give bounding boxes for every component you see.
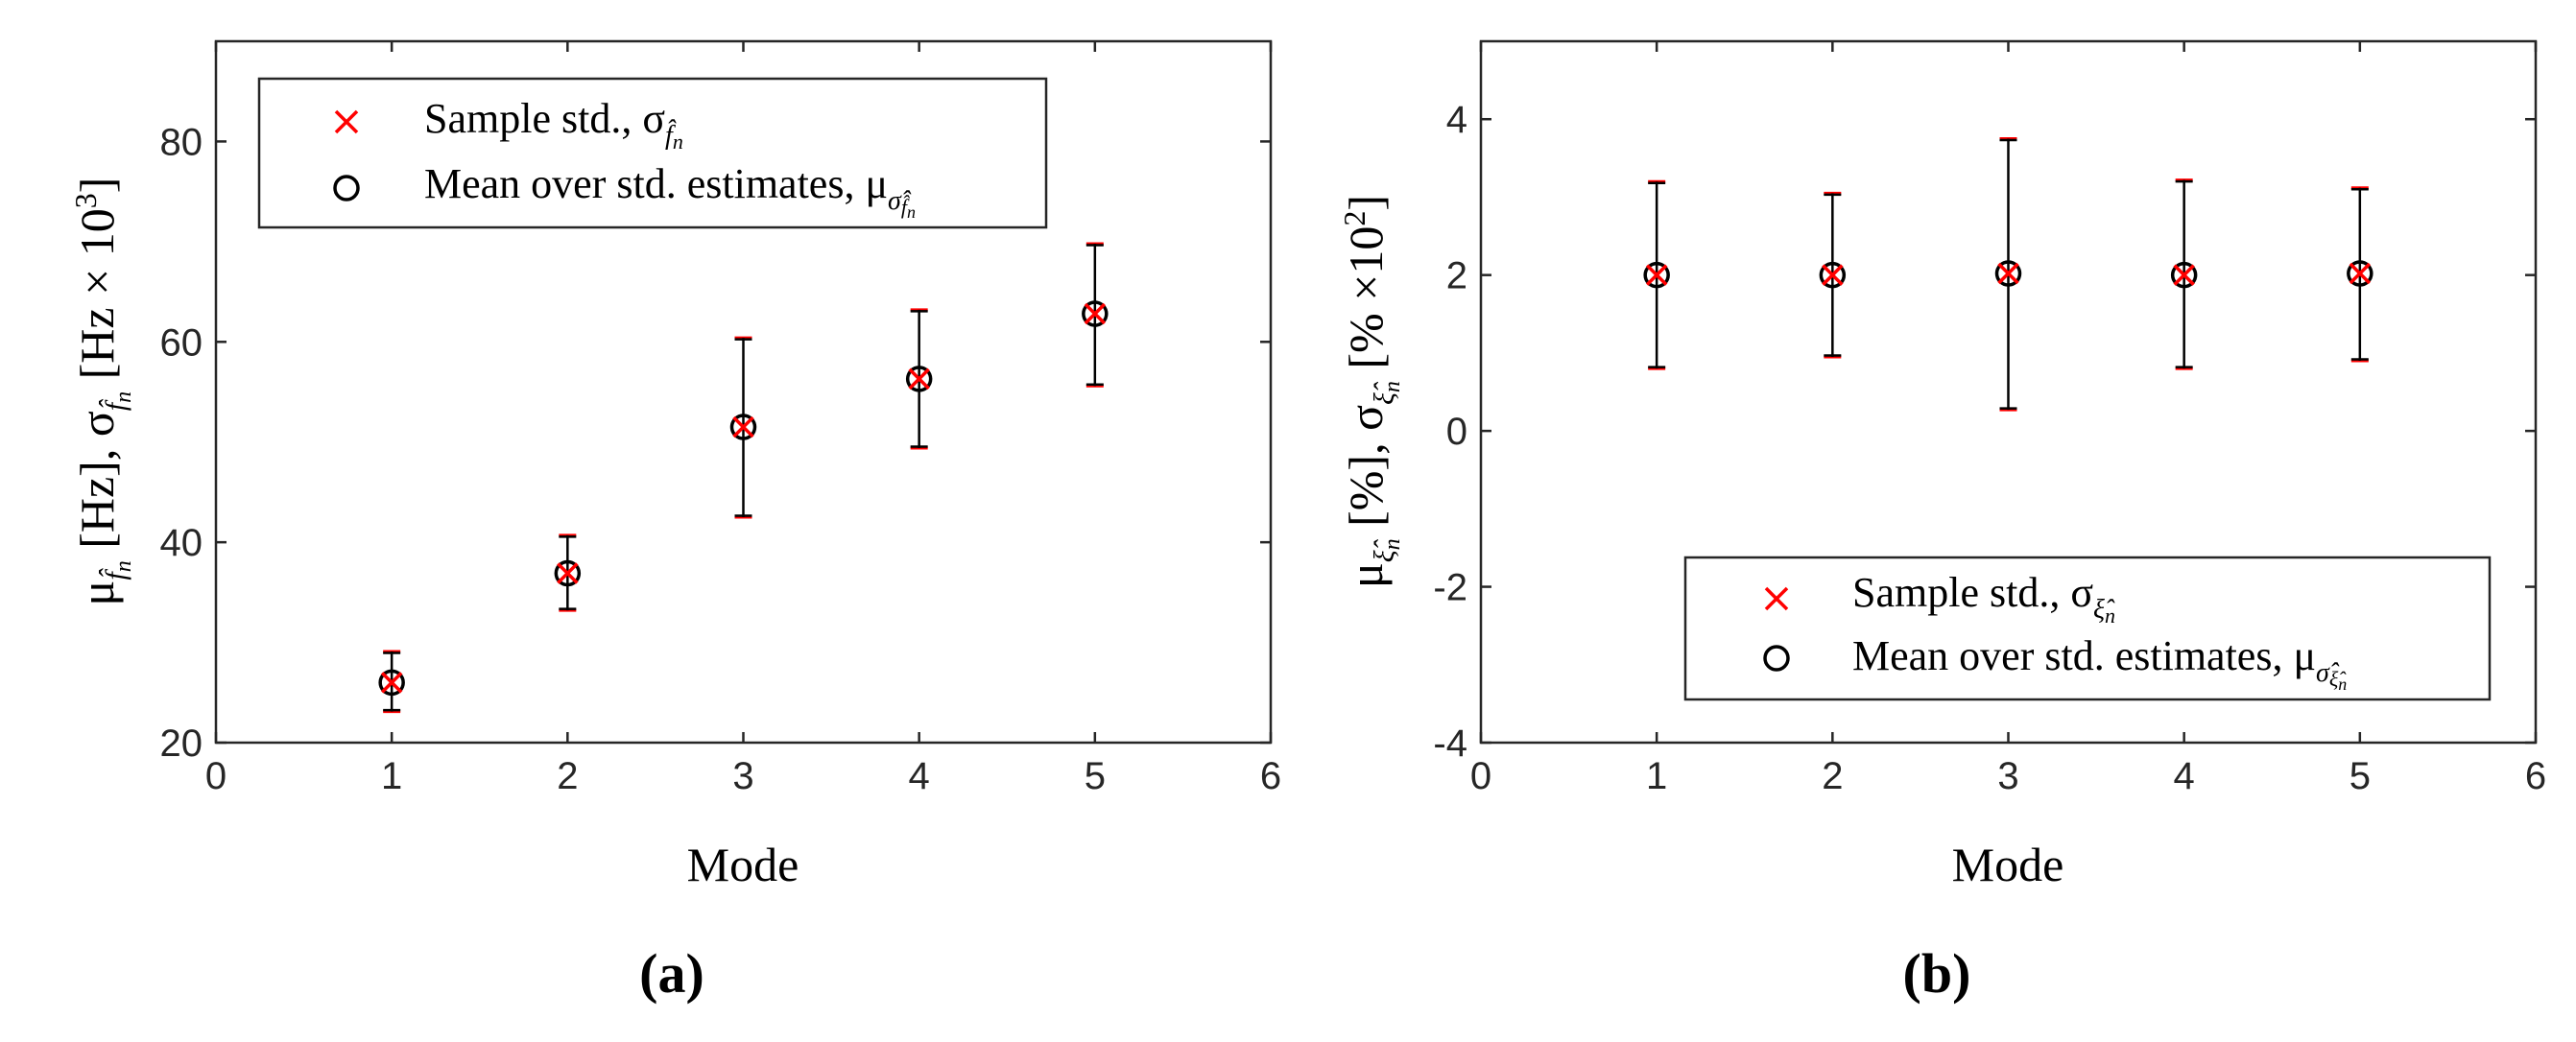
cross-marker-a [557, 562, 579, 584]
circle-marker-b [2170, 261, 2198, 289]
panel-a: 0 1 2 3 4 5 6 20 40 60 80 μf̂n [Hz], σf̂n [Hz × 10… [68, 39, 1281, 1005]
x-tick-label-b: 4 [2174, 755, 2195, 797]
x-tick-label-b: 6 [2525, 755, 2546, 797]
circle-marker-b [1994, 260, 2022, 287]
cross-marker-b [2349, 262, 2372, 285]
circle-marker-a [1082, 300, 1109, 327]
circle-marker-b [2347, 260, 2373, 287]
x-tick-label-b: 1 [1646, 755, 1667, 797]
y-tick-label-a: 20 [160, 722, 203, 765]
circle-marker-a [378, 669, 405, 697]
cross-marker-a [908, 367, 930, 391]
legend-box-b [1683, 556, 2492, 701]
x-tick-label-a: 3 [732, 755, 753, 797]
cross-marker-b [1822, 264, 1844, 286]
panel-b: 0 1 2 3 4 5 6 -4 -2 0 2 4 μξ̂n [%], σξ̂n [% ×102] M… [1337, 39, 2546, 1005]
cross-marker-a [380, 672, 403, 694]
x-axis-label-b: Mode [1952, 838, 2064, 891]
legend-box-a [257, 77, 1048, 229]
x-axis-label-a: Mode [687, 838, 799, 891]
legend-a: Sample std., σf̂n Mean over std. estimat… [257, 77, 1048, 229]
x-tick-label-a: 0 [205, 755, 227, 797]
panel-label-b: (b) [1903, 942, 1971, 1005]
y-axis-label-a: μf̂n [Hz], σf̂n [Hz × 103] [68, 178, 136, 606]
x-tick-label-a: 5 [1085, 755, 1106, 797]
circle-marker-a [905, 366, 933, 392]
x-tick-label-b: 2 [1822, 755, 1843, 797]
ticks-a: 0 1 2 3 4 5 6 20 40 60 80 [160, 41, 1281, 797]
x-tick-label-b: 5 [2349, 755, 2371, 797]
y-tick-label-b: -4 [1433, 722, 1467, 765]
x-tick-label-a: 4 [909, 755, 930, 797]
circle-marker-a [554, 559, 582, 587]
x-tick-label-a: 1 [381, 755, 402, 797]
cross-marker-b [1645, 264, 1668, 286]
panel-label-a: (a) [639, 942, 704, 1005]
y-tick-label-a: 60 [160, 321, 203, 364]
circle-marker-b [1643, 261, 1670, 289]
y-axis-label-b: μξ̂n [%], σξ̂n [% ×102] [1337, 195, 1405, 588]
y-tick-label-b: 0 [1446, 411, 1467, 453]
cross-marker-b [1997, 262, 2019, 285]
circle-marker-b [1819, 261, 1847, 289]
legend-cross-icon-a [334, 109, 359, 134]
cross-marker-a [1084, 302, 1107, 325]
marks-a [378, 242, 1109, 714]
x-tick-label-b: 3 [1997, 755, 2018, 797]
ticks-b: 0 1 2 3 4 5 6 -4 -2 0 2 4 [1433, 41, 2546, 797]
y-tick-label-b: 2 [1446, 255, 1467, 297]
x-tick-label-a: 6 [1260, 755, 1281, 797]
y-tick-label-a: 80 [160, 121, 203, 163]
x-tick-label-b: 0 [1470, 755, 1491, 797]
cross-marker-b [2173, 264, 2195, 286]
y-tick-label-b: 4 [1446, 99, 1467, 141]
legend-circle-icon-a [333, 175, 360, 201]
legend-b: Sample std., σξ̂n Mean over std. estimat… [1683, 556, 2492, 701]
x-tick-label-a: 2 [557, 755, 578, 797]
marks-b [1643, 137, 2373, 412]
circle-marker-a [729, 414, 757, 440]
y-tick-label-a: 40 [160, 522, 203, 564]
y-tick-label-b: -2 [1433, 567, 1467, 609]
legend-cross-icon-b [1764, 586, 1789, 611]
legend-circle-icon-b [1763, 645, 1790, 672]
cross-marker-a [732, 415, 754, 438]
